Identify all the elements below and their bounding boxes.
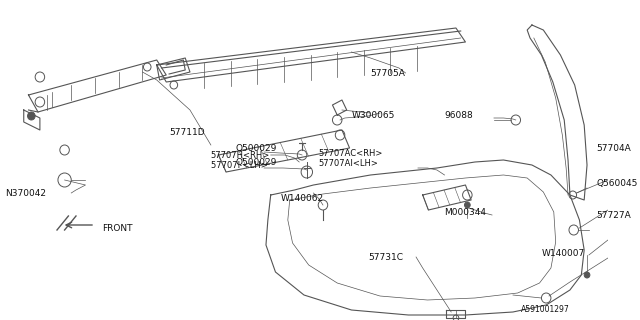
Text: 96088: 96088	[445, 110, 474, 119]
Text: M000344: M000344	[445, 207, 486, 217]
Text: 57711D: 57711D	[169, 127, 205, 137]
Text: 57731C: 57731C	[369, 252, 404, 261]
Circle shape	[569, 191, 577, 199]
Text: 57705A: 57705A	[371, 68, 405, 77]
Circle shape	[28, 112, 35, 120]
Text: W300065: W300065	[351, 110, 395, 119]
Text: Q500029: Q500029	[236, 143, 277, 153]
Circle shape	[584, 272, 590, 278]
Text: N370042: N370042	[4, 188, 45, 197]
Text: 57707H<RH>: 57707H<RH>	[211, 150, 270, 159]
Text: 57707AC<RH>: 57707AC<RH>	[318, 148, 383, 157]
Text: W140062: W140062	[280, 194, 323, 203]
Text: A591001297: A591001297	[520, 306, 570, 315]
Text: 57727A: 57727A	[596, 211, 631, 220]
Text: 57704A: 57704A	[596, 143, 631, 153]
Text: Q500029: Q500029	[236, 157, 277, 166]
Text: 57707I <LH>: 57707I <LH>	[211, 161, 268, 170]
Text: FRONT: FRONT	[102, 223, 133, 233]
Text: Q560045: Q560045	[596, 179, 638, 188]
Circle shape	[465, 202, 470, 208]
Text: 57707AI<LH>: 57707AI<LH>	[318, 158, 378, 167]
Text: W140007: W140007	[541, 249, 585, 258]
